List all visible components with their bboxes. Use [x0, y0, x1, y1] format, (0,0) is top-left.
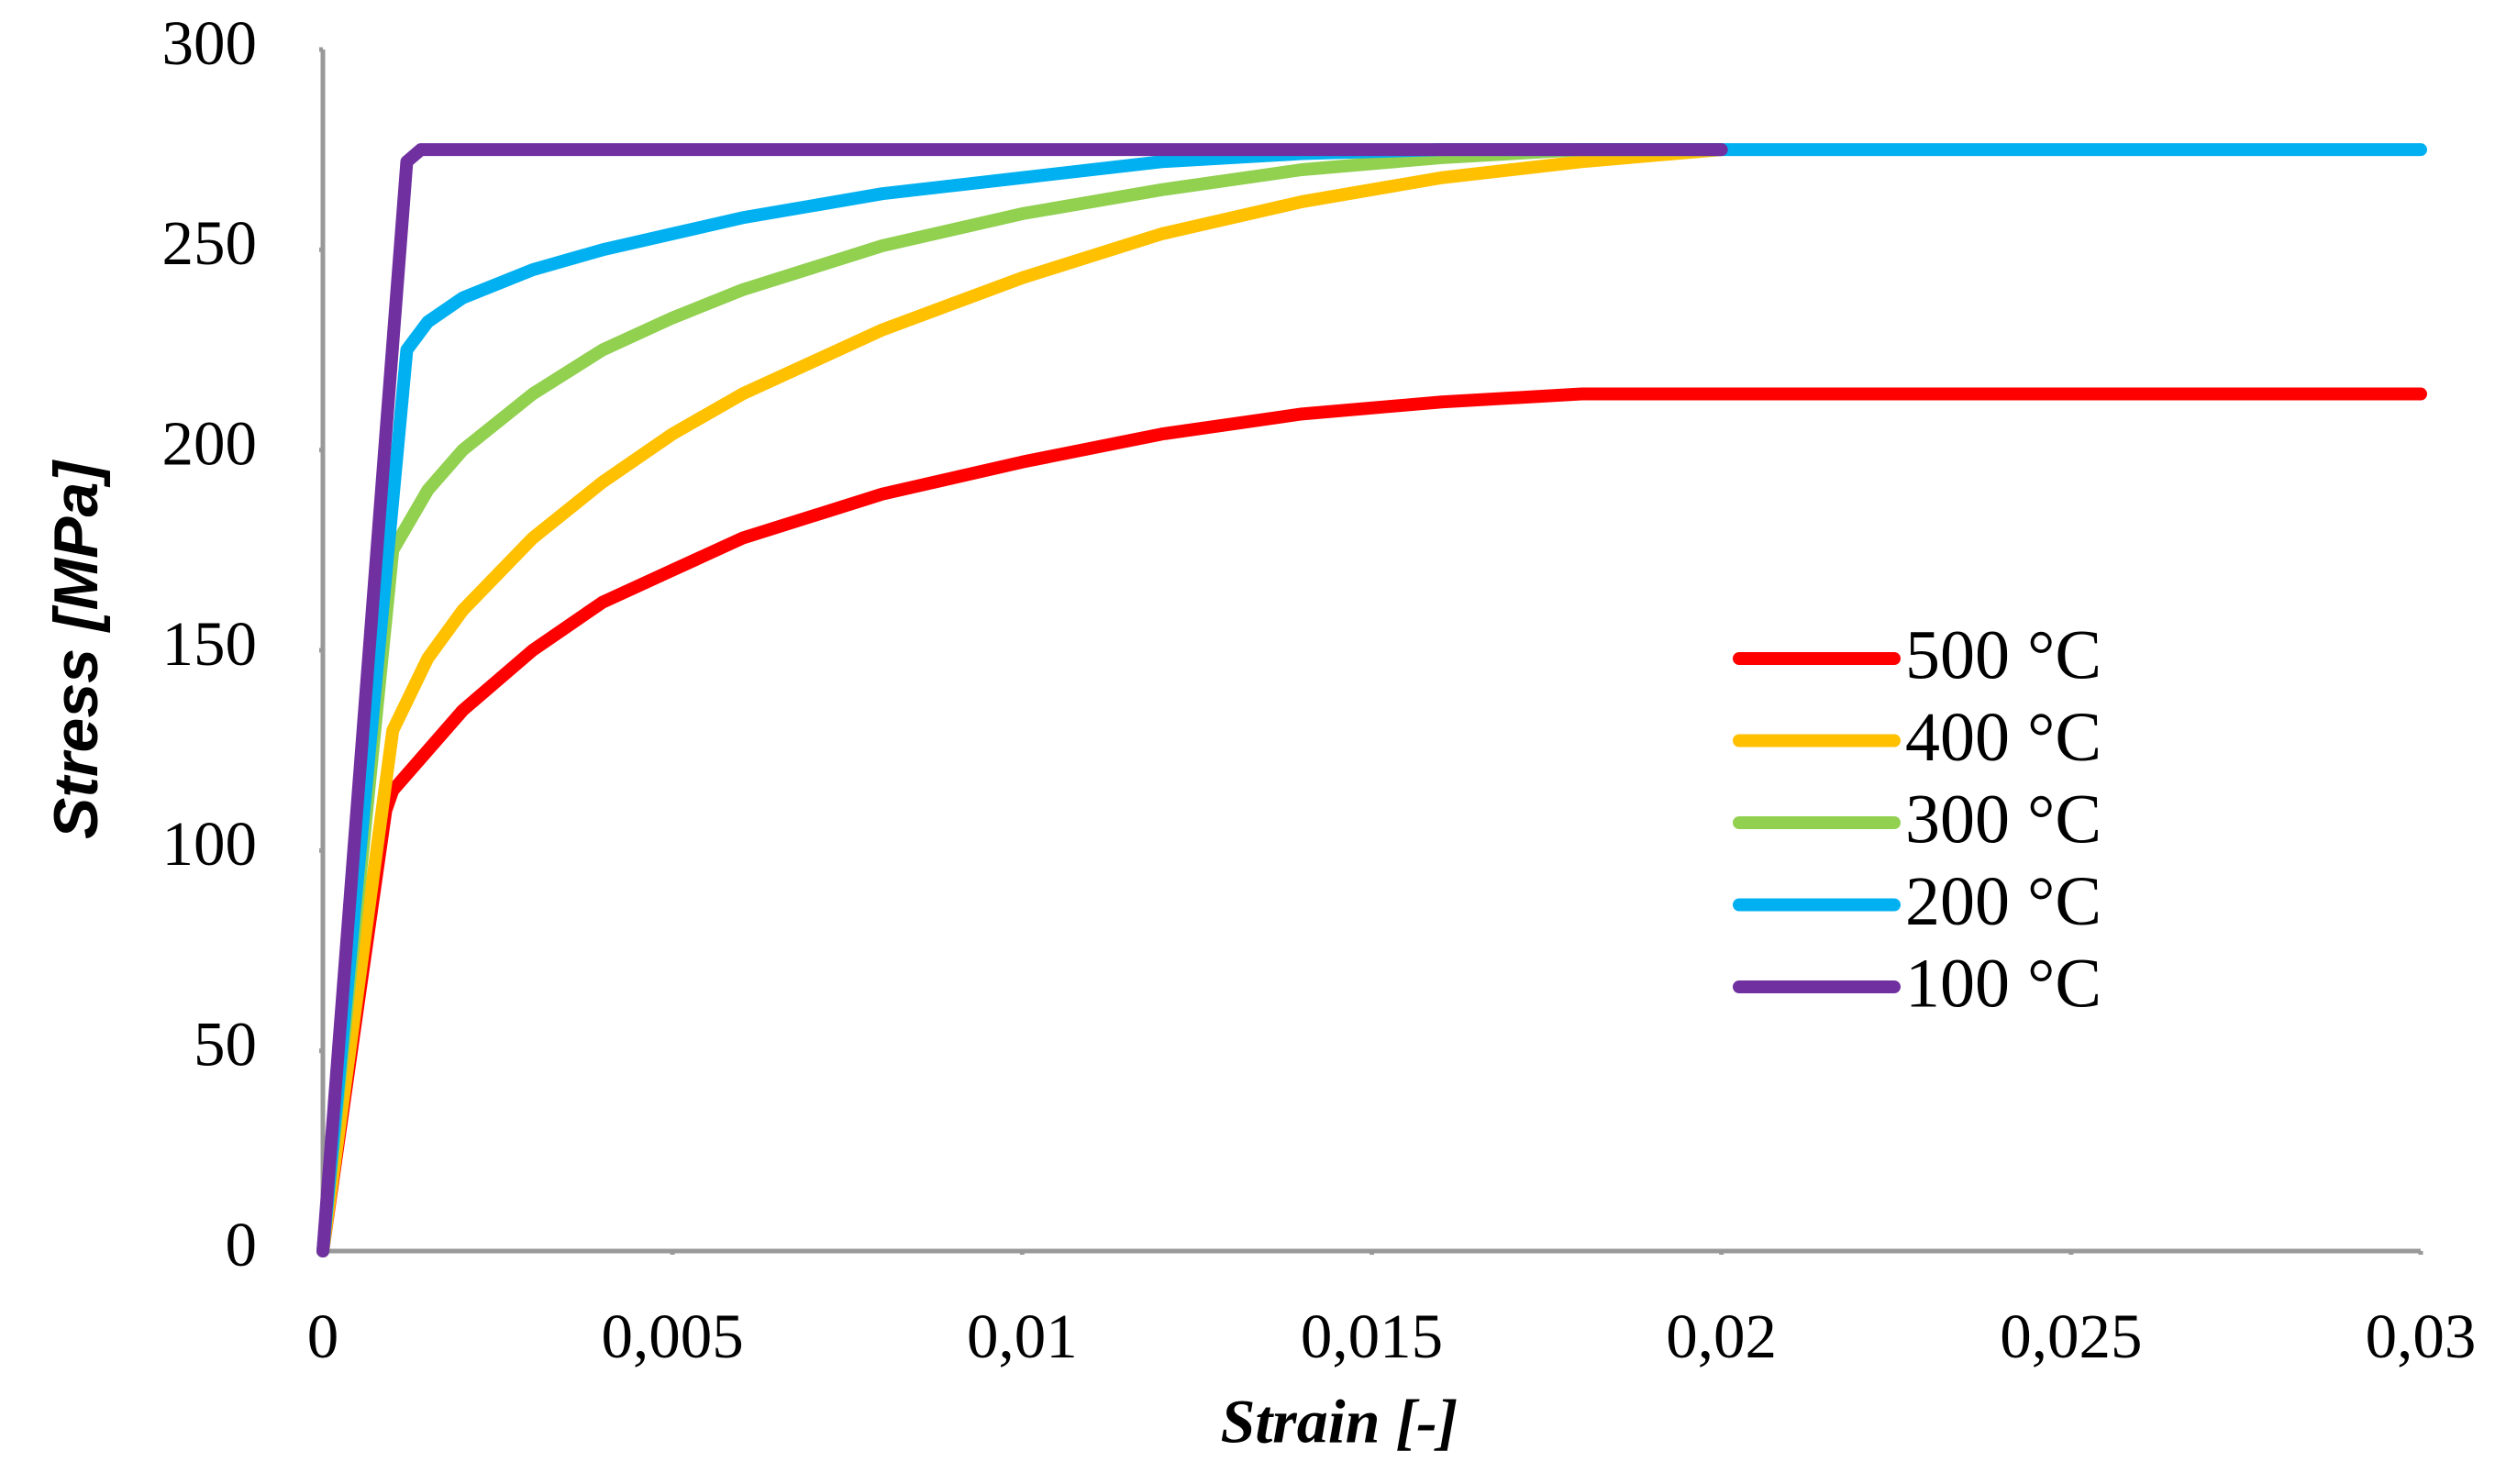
legend-label: 500 °C: [1905, 616, 2101, 693]
x-tick-label: 0,015: [1301, 1301, 1443, 1371]
y-tick-label: 100: [162, 809, 258, 879]
y-axis-title: Stress [MPa]: [41, 460, 111, 839]
y-tick-label: 300: [162, 8, 258, 78]
y-tick-label: 0: [226, 1210, 258, 1279]
series-line: [316, 143, 1728, 1257]
legend-label: 300 °C: [1905, 781, 2101, 858]
y-tick-label: 250: [162, 208, 258, 278]
series-line: [316, 387, 2427, 1257]
x-axis-title: Strain [-]: [1221, 1387, 1458, 1456]
legend-label: 200 °C: [1905, 863, 2101, 940]
y-tick-label: 200: [162, 408, 258, 478]
y-tick-label: 150: [162, 609, 258, 679]
series-line: [316, 143, 1728, 1257]
x-tick-label: 0,005: [602, 1301, 744, 1371]
series-line: [316, 143, 2427, 1257]
legend-label: 400 °C: [1905, 699, 2101, 776]
x-tick-label: 0: [307, 1301, 339, 1371]
x-tick-label: 0,02: [1666, 1301, 1777, 1371]
y-tick-label: 50: [194, 1009, 257, 1079]
x-tick-label: 0,025: [2000, 1301, 2142, 1371]
x-tick-label: 0,03: [2366, 1301, 2477, 1371]
legend-label: 100 °C: [1905, 945, 2101, 1022]
x-tick-label: 0,01: [967, 1301, 1078, 1371]
series-line: [316, 143, 1728, 1257]
